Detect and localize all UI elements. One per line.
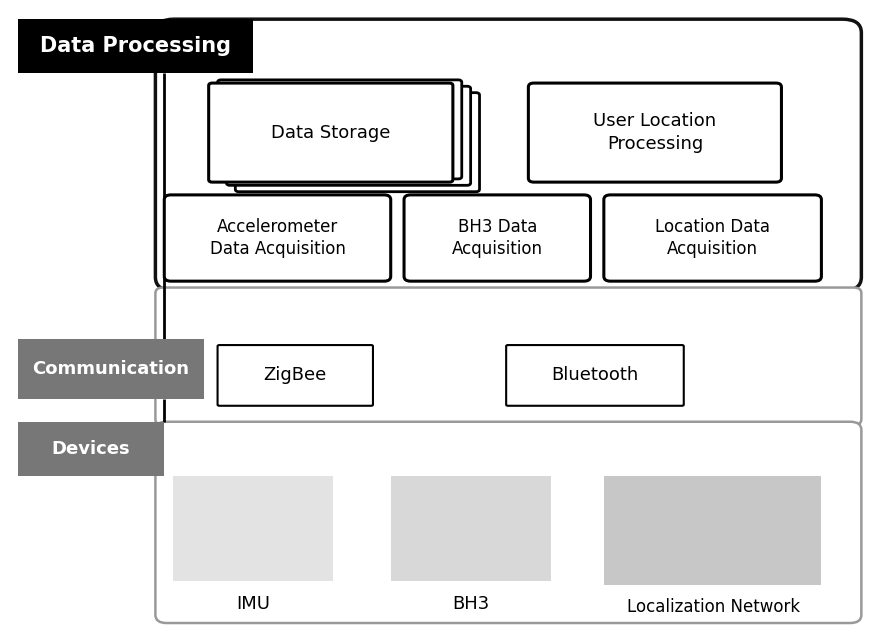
Text: Data Processing: Data Processing xyxy=(40,36,231,56)
Text: Data Storage: Data Storage xyxy=(271,123,391,142)
FancyBboxPatch shape xyxy=(164,195,391,281)
Text: Devices: Devices xyxy=(52,440,131,458)
FancyBboxPatch shape xyxy=(506,345,684,406)
Bar xyxy=(391,476,551,581)
Bar xyxy=(595,470,830,597)
Text: BH3 Data
Acquisition: BH3 Data Acquisition xyxy=(452,218,543,258)
Bar xyxy=(18,339,204,399)
Text: Location Data
Acquisition: Location Data Acquisition xyxy=(655,218,770,258)
FancyBboxPatch shape xyxy=(155,422,861,623)
Text: User Location
Processing: User Location Processing xyxy=(593,112,717,153)
FancyBboxPatch shape xyxy=(604,195,821,281)
Bar xyxy=(604,476,821,585)
Text: Communication: Communication xyxy=(33,360,189,378)
FancyBboxPatch shape xyxy=(209,83,453,182)
FancyBboxPatch shape xyxy=(155,288,861,425)
Text: ZigBee: ZigBee xyxy=(264,366,327,385)
FancyBboxPatch shape xyxy=(235,93,480,192)
Text: Localization Network: Localization Network xyxy=(627,598,799,616)
FancyBboxPatch shape xyxy=(528,83,781,182)
FancyBboxPatch shape xyxy=(218,80,462,179)
Text: IMU: IMU xyxy=(236,595,270,613)
Bar xyxy=(382,470,559,594)
Text: Accelerometer
Data Acquisition: Accelerometer Data Acquisition xyxy=(210,218,345,258)
FancyBboxPatch shape xyxy=(218,345,373,406)
Bar xyxy=(173,476,333,581)
FancyBboxPatch shape xyxy=(226,86,471,185)
FancyBboxPatch shape xyxy=(155,19,861,291)
Bar xyxy=(18,422,164,476)
Text: BH3: BH3 xyxy=(452,595,489,613)
FancyBboxPatch shape xyxy=(404,195,591,281)
Bar xyxy=(18,19,253,73)
Text: Bluetooth: Bluetooth xyxy=(551,366,638,385)
Bar xyxy=(164,470,342,594)
